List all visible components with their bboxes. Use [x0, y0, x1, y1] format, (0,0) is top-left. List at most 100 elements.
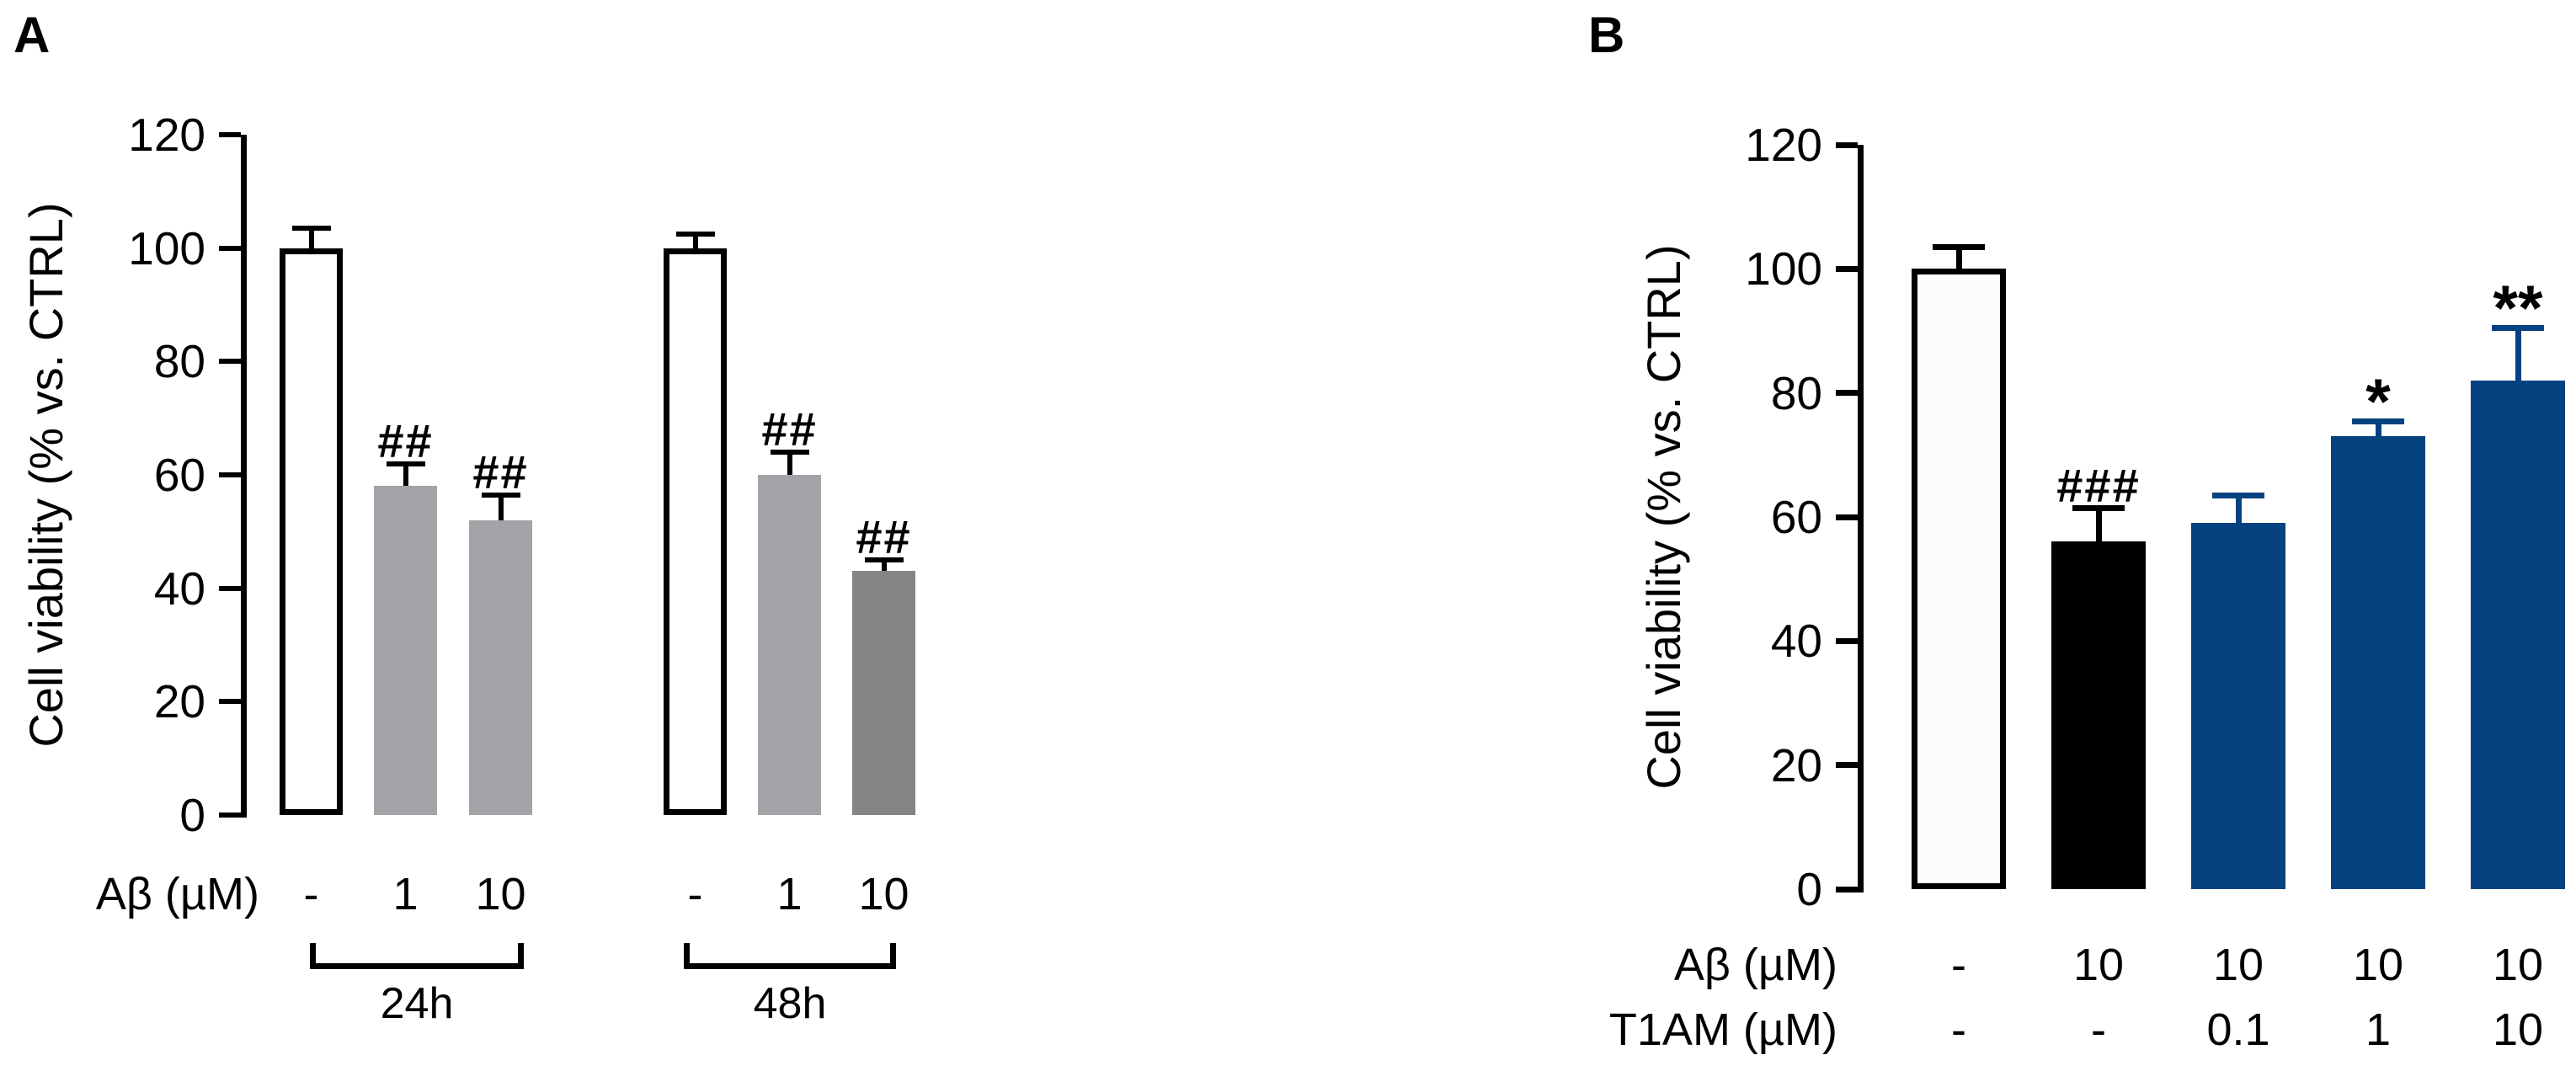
- panel-b-ab-value-3: 10: [2352, 940, 2404, 990]
- panel-a-y-tick-20: [219, 699, 241, 705]
- panel-b-t1am-value-0: -: [1951, 1004, 1966, 1055]
- panel-b-error-whisker-1: [2095, 510, 2102, 542]
- panel-a-group-label-1: 48h: [753, 979, 827, 1028]
- panel-b-y-tick-label-80: 80: [1770, 366, 1822, 419]
- panel-b-significance-annotation-1: ###: [2056, 458, 2141, 512]
- panel-a-bar-1: [374, 486, 437, 815]
- panel-a-y-tick-label-60: 60: [153, 449, 205, 501]
- panel-b-error-cap-0: [1933, 244, 1985, 251]
- panel-a-error-cap-0: [291, 226, 331, 232]
- panel-a-y-tick-60: [219, 472, 241, 477]
- panel-a-error-cap-1: [386, 461, 425, 466]
- panel-a-error-whisker-1: [403, 466, 408, 487]
- panel-a-y-tick-label-100: 100: [128, 221, 205, 274]
- panel-a-significance-annotation-1: ##: [377, 413, 434, 467]
- panel-b-ab-value-4: 10: [2492, 940, 2544, 990]
- panel-b-t1am-value-1: -: [2091, 1004, 2106, 1055]
- panel-a-y-tick-100: [219, 245, 241, 251]
- panel-a-bar-2: [469, 520, 532, 815]
- panel-b-y-tick-label-120: 120: [1745, 119, 1822, 171]
- panel-a-group-bracket-line-0: [310, 963, 524, 969]
- panel-a-x-value-1: 1: [392, 869, 419, 919]
- panel-b-letter: B: [1588, 7, 1625, 63]
- panel-a-y-tick-80: [219, 359, 241, 365]
- panel-b-error-cap-4: [2492, 325, 2544, 331]
- panel-b-error-whisker-0: [1955, 250, 1962, 269]
- panel-b-ab-value-2: 10: [2212, 940, 2264, 990]
- panel-b-error-cap-1: [2072, 504, 2125, 511]
- panel-a-group-bracket-stub-0-0: [310, 943, 316, 969]
- panel-a-error-whisker-4: [787, 455, 792, 475]
- panel-a-error-cap-4: [770, 450, 809, 456]
- panel-b-bar-4: [2471, 380, 2565, 889]
- panel-a-error-whisker-2: [498, 497, 504, 520]
- panel-a-y-tick-label-0: 0: [179, 789, 205, 841]
- panel-b-y-tick-40: [1836, 637, 1858, 644]
- panel-a-group-bracket-stub-1-0: [684, 943, 690, 969]
- panel-a-letter: A: [13, 7, 51, 63]
- panel-a-error-whisker-0: [308, 231, 314, 248]
- panel-b-t1am-value-4: 10: [2492, 1004, 2544, 1055]
- panel-b-bar-2: [2191, 523, 2285, 889]
- panel-a-y-tick-label-40: 40: [153, 562, 205, 615]
- panel-b-bar-3: [2331, 436, 2425, 889]
- panel-a-bar-5: [852, 571, 915, 815]
- panel-a-y-axis-line: [241, 135, 247, 818]
- panel-b-y-tick-label-20: 20: [1770, 738, 1822, 791]
- panel-a-error-cap-2: [481, 492, 520, 498]
- panel-a-y-tick-120: [219, 132, 241, 137]
- panel-a-significance-annotation-5: ##: [856, 510, 912, 564]
- panel-a-x-value-5: 10: [858, 869, 909, 919]
- panel-b-y-tick-label-60: 60: [1770, 491, 1822, 543]
- panel-b-bar-1: [2051, 541, 2146, 889]
- panel-a-group-bracket-line-1: [684, 963, 896, 969]
- panel-b-error-cap-2: [2212, 492, 2264, 498]
- panel-b-y-tick-60: [1836, 514, 1858, 520]
- panel-a-x-value-4: 1: [776, 869, 803, 919]
- panel-b-t1am-row-label: T1AM (µM): [1608, 1004, 1837, 1055]
- panel-b-significance-annotation-4: **: [2493, 273, 2543, 344]
- panel-b-y-tick-80: [1836, 390, 1858, 397]
- panel-b-significance-annotation-3: *: [2365, 365, 2391, 438]
- panel-a-y-tick-0: [219, 813, 241, 818]
- panel-a-error-whisker-3: [692, 237, 698, 248]
- panel-a-group-label-0: 24h: [380, 979, 454, 1028]
- panel-b-error-whisker-4: [2515, 331, 2521, 381]
- panel-b-y-axis-line: [1858, 145, 1864, 892]
- panel-b-t1am-value-3: 1: [2365, 1004, 2392, 1055]
- panel-a-error-cap-3: [675, 232, 715, 237]
- panel-a-y-tick-label-120: 120: [128, 109, 205, 161]
- panel-b-error-whisker-2: [2235, 498, 2242, 524]
- panel-a-group-bracket-stub-1-1: [890, 943, 896, 969]
- panel-b-y-tick-20: [1836, 762, 1858, 769]
- panel-a-bar-0: [280, 248, 343, 815]
- panel-b-y-tick-100: [1836, 265, 1858, 272]
- panel-a-group-bracket-stub-0-1: [518, 943, 524, 969]
- panel-b-y-tick-0: [1836, 886, 1858, 892]
- panel-a-bar-3: [664, 248, 727, 815]
- panel-a-x-value-2: 10: [475, 869, 526, 919]
- panel-b-error-cap-3: [2352, 418, 2404, 424]
- panel-a-x-value-0: -: [303, 869, 319, 919]
- panel-a-y-tick-label-80: 80: [153, 335, 205, 388]
- panel-a-significance-annotation-4: ##: [761, 402, 818, 456]
- panel-a-error-cap-5: [864, 557, 904, 563]
- panel-b-ab-value-0: -: [1951, 940, 1966, 990]
- panel-b-ab-value-1: 10: [2072, 940, 2125, 990]
- panel-a-error-whisker-5: [881, 562, 887, 572]
- panel-b-bar-0: [1912, 269, 2006, 889]
- panel-a-x-value-3: -: [687, 869, 703, 919]
- panel-b-error-whisker-3: [2375, 424, 2381, 437]
- panel-b-t1am-value-2: 0.1: [2206, 1004, 2270, 1055]
- panel-a-bar-4: [758, 475, 821, 815]
- panel-b-y-tick-label-0: 0: [1796, 863, 1822, 915]
- panel-b-ab-row-label: Aβ (µM): [1673, 940, 1837, 990]
- panel-a-significance-annotation-2: ##: [472, 445, 529, 498]
- panel-b-y-tick-label-40: 40: [1770, 615, 1822, 668]
- panel-a-y-tick-40: [219, 585, 241, 591]
- panel-a-x-row-label: Aβ (µM): [95, 869, 259, 919]
- panel-a-y-tick-label-20: 20: [153, 675, 205, 728]
- panel-b-y-tick-120: [1836, 141, 1858, 148]
- panel-b-y-tick-label-100: 100: [1745, 242, 1822, 296]
